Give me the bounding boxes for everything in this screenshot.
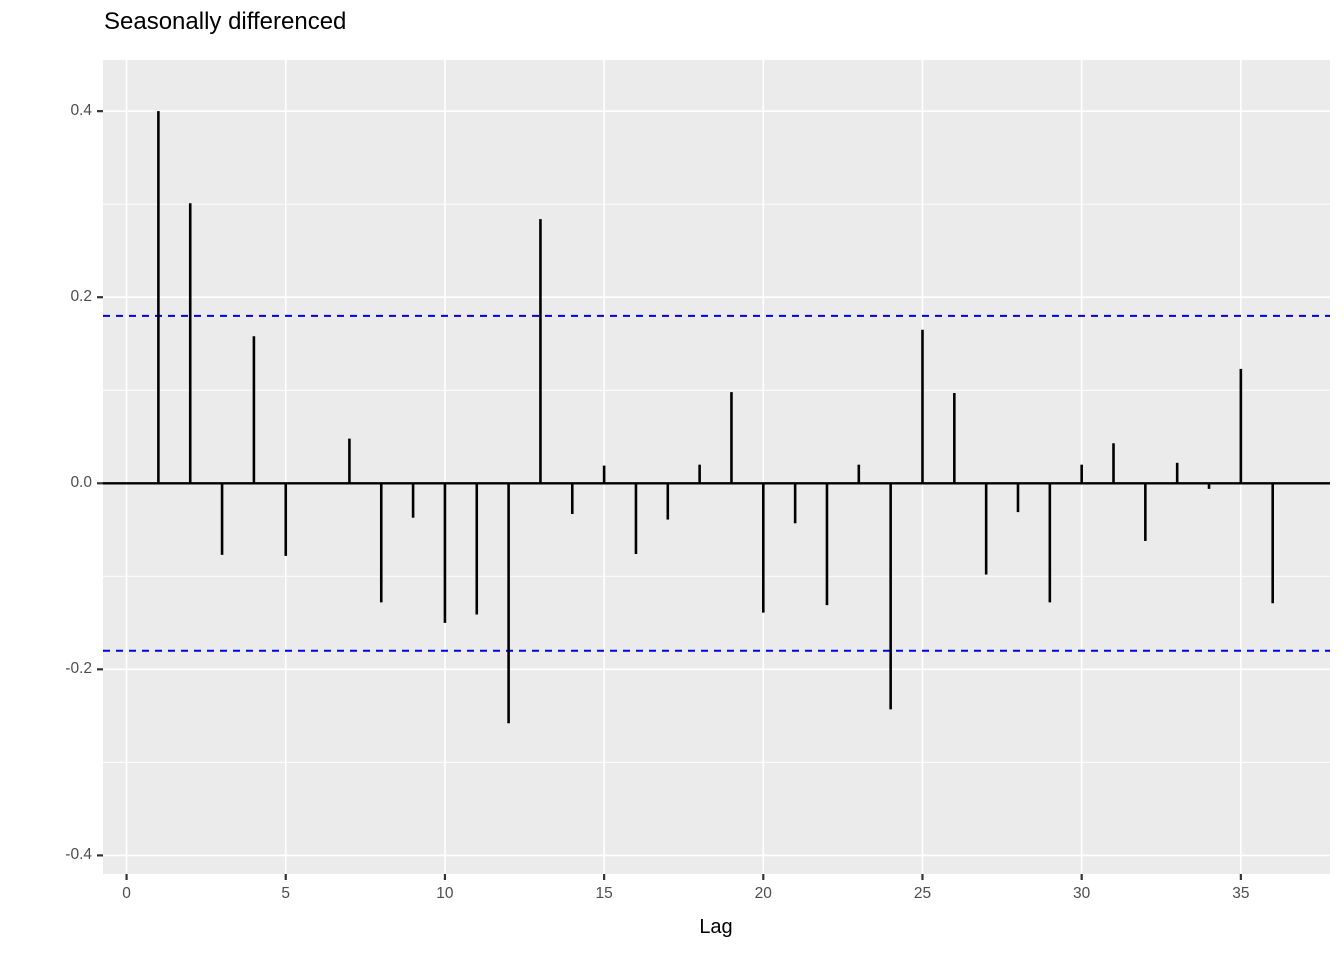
x-tick-label: 35	[1232, 885, 1250, 902]
x-tick-label: 15	[595, 885, 613, 902]
y-tick-label: -0.2	[65, 660, 92, 678]
x-tick-label: 0	[122, 885, 131, 902]
y-tick-label: 0.0	[70, 474, 92, 492]
x-axis-title: Lag	[699, 916, 733, 938]
x-tick-label: 25	[913, 885, 932, 902]
x-tick-label: 10	[436, 885, 454, 902]
x-tick-label: 30	[1073, 885, 1091, 902]
x-tick-label: 5	[281, 885, 291, 902]
chart-title: Seasonally differenced	[104, 8, 347, 35]
plot-panel	[103, 60, 1330, 874]
y-tick-label: 0.4	[70, 102, 92, 120]
y-tick-label: -0.4	[65, 846, 92, 864]
y-tick-label: 0.2	[70, 288, 92, 306]
x-tick-label: 20	[754, 885, 772, 902]
